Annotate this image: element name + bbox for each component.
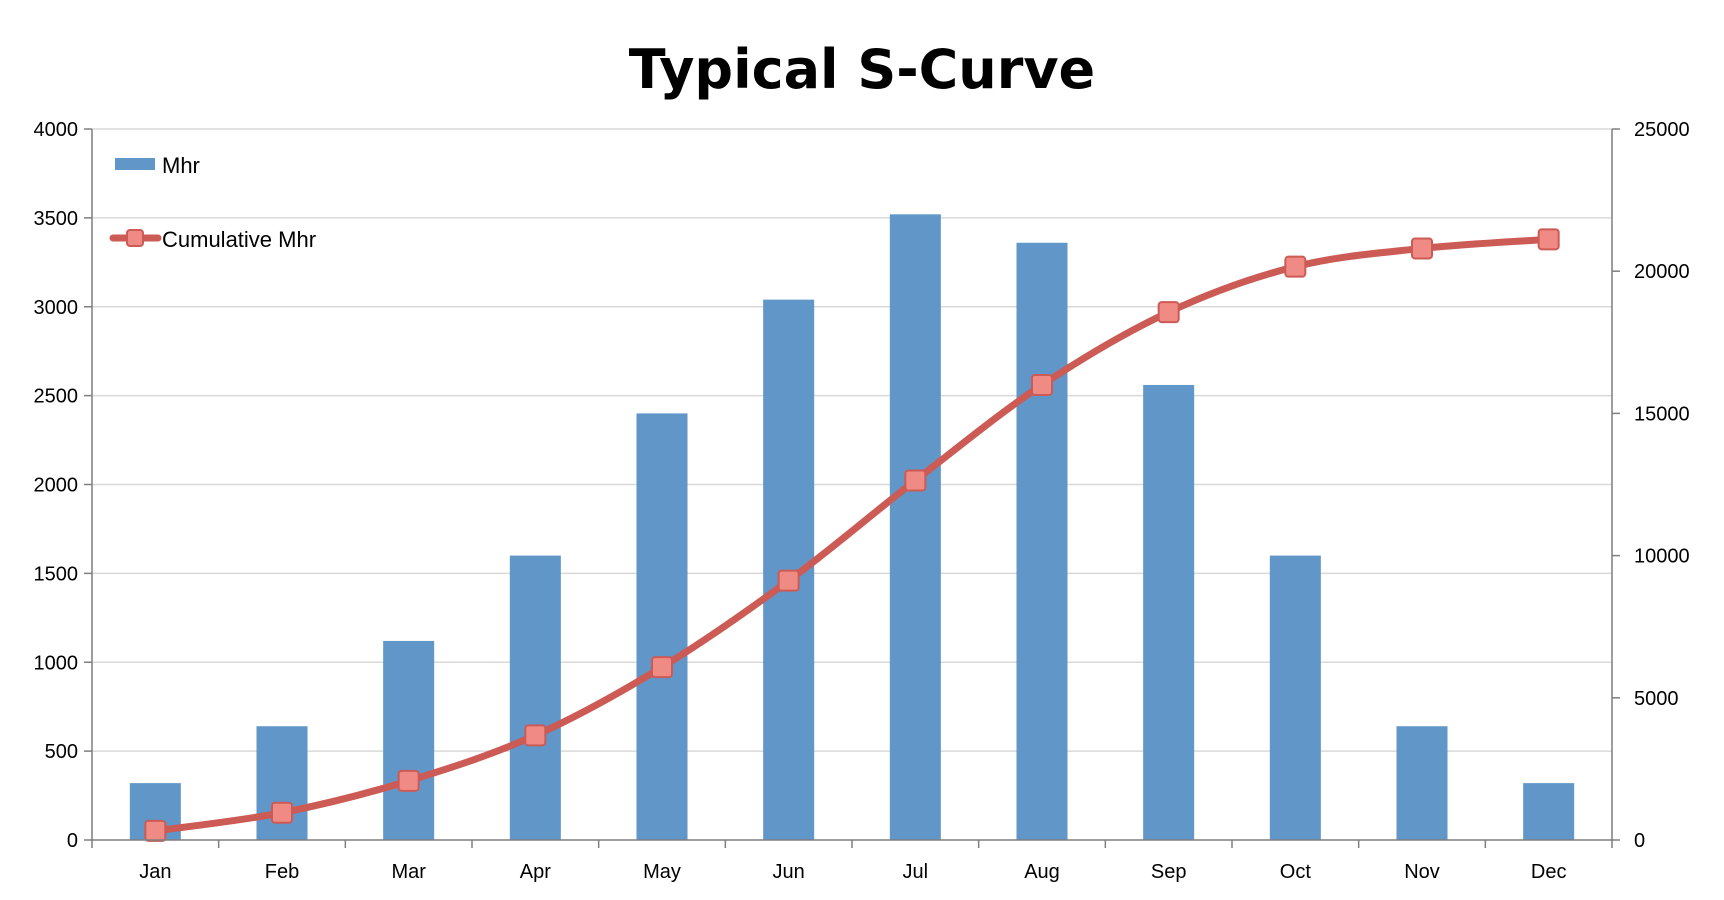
x-axis-tick-label: Dec [1531, 861, 1567, 883]
x-axis-tick-label: Jan [139, 861, 171, 883]
left-axis-tick-label: 1000 [34, 652, 79, 674]
right-axis-tick-label: 5000 [1634, 688, 1679, 710]
bar-mar [383, 640, 435, 840]
point-may [651, 656, 673, 679]
point-jan [144, 819, 167, 842]
left-axis-tick-label: 0 [67, 830, 78, 852]
legend-label-mhr: Mhr [162, 153, 200, 178]
left-axis-tick-label: 4000 [34, 119, 79, 141]
x-axis-tick-labels: Jan Feb Mar Apr May Jun Jul Aug Sep Oct Nov Dec [91, 840, 1613, 883]
right-axis-tick-label: 15000 [1634, 403, 1690, 425]
left-axis-tick-label: 2500 [34, 386, 79, 408]
x-axis-tick-label: Sep [1151, 861, 1187, 883]
point-sep [1157, 301, 1180, 324]
right-axis-tick-labels: 0 5000 10000 15000 20000 25000 [1612, 119, 1690, 852]
cumulative-line [151, 235, 1553, 835]
left-axis-tick-label: 500 [45, 741, 78, 763]
point-nov [1411, 237, 1433, 260]
x-axis-tick-label: Jul [903, 861, 929, 883]
x-axis-tick-label: Apr [520, 861, 551, 883]
left-axis-tick-label: 3000 [34, 297, 79, 319]
x-axis-tick-label: Jun [773, 861, 805, 883]
right-axis-tick-label: 0 [1634, 830, 1645, 852]
left-axis-tick-label: 1500 [34, 563, 79, 585]
legend-label-cumulative-mhr: Cumulative Mhr [162, 227, 316, 252]
x-axis-tick-label: Aug [1024, 861, 1060, 883]
left-axis-tick-label: 3500 [34, 208, 79, 230]
chart-title: Typical S-Curve [629, 38, 1095, 101]
point-dec [1537, 228, 1560, 251]
x-axis-tick-label: Mar [391, 861, 426, 883]
right-axis-tick-label: 20000 [1634, 261, 1690, 283]
x-axis-tick-label: May [643, 861, 681, 883]
point-oct [1284, 255, 1307, 278]
bar-aug [1016, 242, 1068, 840]
line-series-cumulative-mhr [144, 228, 1560, 842]
bar-nov [1396, 726, 1448, 840]
point-feb [271, 801, 293, 824]
x-axis-tick-label: Nov [1404, 861, 1440, 883]
point-mar [397, 769, 420, 792]
point-aug [1031, 373, 1053, 396]
left-axis-tick-label: 2000 [34, 475, 79, 497]
legend: Mhr Cumulative Mhr [109, 153, 316, 252]
bar-apr [509, 555, 561, 840]
bar-jul [889, 214, 941, 840]
bar-may [636, 413, 688, 840]
bar-sep [1143, 384, 1195, 840]
point-jul [904, 469, 927, 492]
left-axis-tick-labels: 0 500 1000 1500 2000 2500 3000 3500 4000 [34, 119, 92, 852]
x-axis-tick-label: Feb [265, 861, 299, 883]
bar-oct [1269, 555, 1321, 840]
legend-marker-cumulative-mhr [126, 229, 144, 247]
bar-dec [1523, 783, 1575, 840]
legend-swatch-mhr [115, 158, 155, 170]
gridlines [92, 128, 1612, 752]
point-apr [524, 724, 547, 747]
x-axis-tick-label: Oct [1280, 861, 1312, 883]
point-jun [777, 569, 800, 592]
right-axis-tick-label: 25000 [1634, 119, 1690, 141]
right-axis-tick-label: 10000 [1634, 546, 1690, 568]
